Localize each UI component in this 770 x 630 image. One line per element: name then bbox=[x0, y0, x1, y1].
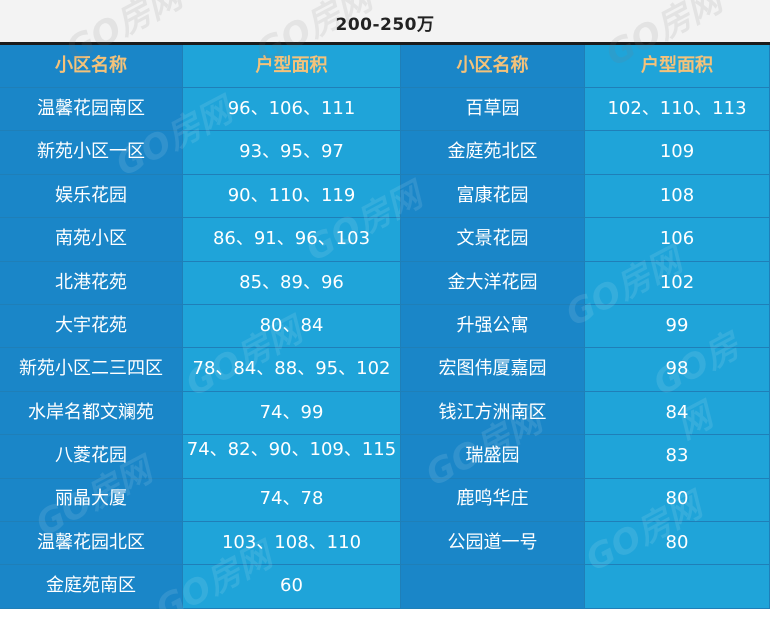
table-cell: 103、108、110 bbox=[183, 521, 401, 566]
table-cell: 丽晶大厦 bbox=[0, 478, 183, 522]
header-community-name-1: 小区名称 bbox=[0, 45, 183, 88]
table-cell: 水岸名都文斓苑 bbox=[0, 391, 183, 436]
table-cell: 大宇花苑 bbox=[0, 304, 183, 349]
table-cell: 文景花园 bbox=[401, 218, 585, 262]
table-cell: 99 bbox=[585, 304, 770, 349]
table-cell: 78、84、88、95、102 bbox=[183, 348, 401, 392]
title-divider bbox=[0, 42, 770, 45]
table-cell: 新苑小区一区 bbox=[0, 131, 183, 175]
table-cell: 鹿鸣华庄 bbox=[401, 478, 585, 522]
price-table-image: 200-250万 小区名称 户型面积 小区名称 户型面积 温馨花园南区 96、1… bbox=[0, 0, 770, 609]
table-cell: 85、89、96 bbox=[183, 261, 401, 305]
header-unit-area-1: 户型面积 bbox=[183, 45, 401, 88]
table-cell: 南苑小区 bbox=[0, 218, 183, 262]
table-cell: 金大洋花园 bbox=[401, 261, 585, 305]
table-cell: 98 bbox=[585, 348, 770, 392]
table-cell: 90、110、119 bbox=[183, 174, 401, 219]
table-cell: 74、82、90、109、115 bbox=[183, 435, 401, 479]
header-community-name-2: 小区名称 bbox=[401, 45, 585, 88]
table-cell: 八菱花园 bbox=[0, 435, 183, 479]
table-cell: 74、99 bbox=[183, 391, 401, 436]
table-cell: 106 bbox=[585, 218, 770, 262]
table-cell bbox=[585, 565, 770, 609]
table-cell: 金庭苑北区 bbox=[401, 131, 585, 175]
table-cell: 80、84 bbox=[183, 304, 401, 349]
table-cell: 温馨花园南区 bbox=[0, 88, 183, 132]
table-cell: 83 bbox=[585, 435, 770, 479]
table-cell: 新苑小区二三四区 bbox=[0, 348, 183, 392]
table-cell: 96、106、111 bbox=[183, 88, 401, 132]
table-cell: 93、95、97 bbox=[183, 131, 401, 175]
table-cell: 108 bbox=[585, 174, 770, 219]
table-cell: 86、91、96、103 bbox=[183, 218, 401, 262]
table-cell: 北港花苑 bbox=[0, 261, 183, 305]
header-unit-area-2: 户型面积 bbox=[585, 45, 770, 88]
table-cell: 109 bbox=[585, 131, 770, 175]
table-cell: 瑞盛园 bbox=[401, 435, 585, 479]
table-cell: 60 bbox=[183, 565, 401, 609]
housing-table: 小区名称 户型面积 小区名称 户型面积 温馨花园南区 96、106、111 百草… bbox=[0, 45, 770, 609]
table-cell: 80 bbox=[585, 478, 770, 522]
table-cell: 84 bbox=[585, 391, 770, 436]
table-cell: 102、110、113 bbox=[585, 88, 770, 132]
table-cell: 102 bbox=[585, 261, 770, 305]
table-cell: 升强公寓 bbox=[401, 304, 585, 349]
table-cell: 公园道一号 bbox=[401, 521, 585, 566]
table-cell: 娱乐花园 bbox=[0, 174, 183, 219]
table-title: 200-250万 bbox=[0, 0, 770, 44]
table-cell: 80 bbox=[585, 521, 770, 566]
table-cell: 钱江方洲南区 bbox=[401, 391, 585, 436]
table-cell: 百草园 bbox=[401, 88, 585, 132]
table-cell: 74、78 bbox=[183, 478, 401, 522]
table-cell: 温馨花园北区 bbox=[0, 521, 183, 566]
table-cell bbox=[401, 565, 585, 609]
table-cell: 富康花园 bbox=[401, 174, 585, 219]
table-cell: 金庭苑南区 bbox=[0, 565, 183, 609]
table-cell: 宏图伟厦嘉园 bbox=[401, 348, 585, 392]
